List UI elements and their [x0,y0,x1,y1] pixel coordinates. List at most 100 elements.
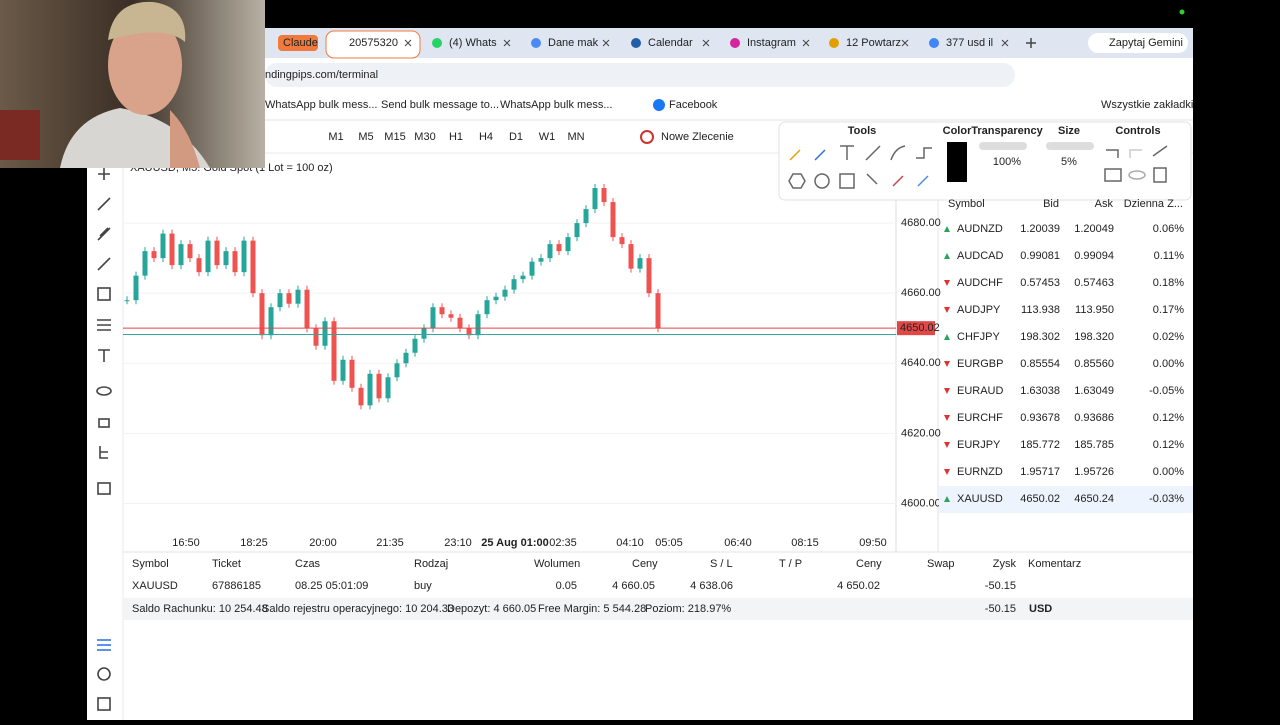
tool-icon[interactable] [97,227,111,241]
ask: 0.57463 [1074,277,1114,289]
trend-down [944,361,950,367]
active-tab[interactable] [325,30,421,59]
change: 0.00% [1153,466,1184,478]
drawing-panel: Tools Color Transparency Size Controls 100% 5% [778,121,1192,201]
tab-title[interactable]: Dane mak [548,37,599,49]
timeframe[interactable]: M1 [328,131,343,143]
tab-close[interactable] [802,39,810,47]
tool-icon[interactable] [865,145,881,161]
new-order[interactable]: Nowe Zlecenie [661,131,734,143]
tool-icon[interactable] [97,197,111,211]
x-tick-label: 25 Aug 01:00 [481,537,548,549]
tab-title[interactable]: Calendar [648,37,693,49]
tool-icon[interactable] [97,319,111,331]
tool-icon[interactable] [98,418,110,428]
control-icon[interactable] [1129,149,1142,158]
timeframe[interactable]: D1 [509,131,523,143]
symbol[interactable]: EURJPY [957,439,1001,451]
gemini-button[interactable] [1088,33,1188,53]
color-swatch[interactable] [947,142,967,182]
tool-icon[interactable] [789,149,801,161]
x-tick-label: 16:50 [172,537,200,549]
symbol[interactable]: AUDCAD [957,250,1004,262]
tool-icon[interactable] [96,386,112,396]
tool-icon[interactable] [99,446,108,459]
control-icon[interactable] [1153,167,1167,183]
tool-icon[interactable] [98,349,110,362]
symbol[interactable]: AUDCHF [957,277,1003,289]
tab-title[interactable]: 12 Powtarz [846,37,901,49]
tool-icon[interactable] [97,257,111,271]
tool-icon[interactable] [97,287,111,301]
timeframe[interactable]: H1 [449,131,463,143]
price-tag [897,321,935,336]
address-bar[interactable] [265,63,1015,87]
gemini-label[interactable]: Zapytaj Gemini [1109,37,1183,49]
tab-close[interactable] [702,39,710,47]
tool-icon[interactable] [892,175,904,187]
timeframe[interactable]: H4 [479,131,493,143]
timeframe[interactable]: M5 [358,131,373,143]
tab-close[interactable] [404,39,412,47]
new-tab[interactable] [1026,38,1036,48]
panel-heading: Controls [1115,125,1160,137]
url[interactable]: ndingpips.com/terminal [265,69,378,81]
tool-icon[interactable] [890,145,906,161]
timeframe[interactable]: M30 [414,131,435,143]
control-icon[interactable] [1104,168,1122,182]
summary-item: Saldo rejestru operacyjnego: 10 204.33 [262,603,454,615]
bookmark-folder[interactable]: Wszystkie zakładki [1101,99,1193,111]
candle-body [484,300,490,315]
symbol[interactable]: EURAUD [957,385,1004,397]
control-icon[interactable] [1152,145,1168,157]
selected-row [939,486,1193,513]
bookmark[interactable]: WhatsApp bulk mess... [500,99,613,111]
bookmark[interactable]: Facebook [669,99,718,111]
tool-icon[interactable] [866,173,878,185]
control-icon[interactable] [1128,170,1146,180]
candle-body [403,352,409,364]
control-icon[interactable] [1106,149,1119,158]
tool-icon[interactable] [839,173,855,189]
slider[interactable] [979,142,1027,150]
tab-close[interactable] [1001,39,1009,47]
tool-icon[interactable] [788,173,806,189]
tool-icon[interactable] [814,173,830,189]
symbol[interactable]: XAUUSD [957,493,1003,505]
tab-close[interactable] [901,39,909,47]
tab-title[interactable]: Claude [283,37,318,49]
tool-icon[interactable] [97,639,111,651]
tab-title[interactable]: Instagram [747,37,796,49]
candle-body [529,261,535,276]
tab-title[interactable]: 377 usd il [946,37,993,49]
tab-title[interactable]: (4) Whats [449,37,497,49]
timeframe[interactable]: MN [567,131,584,143]
timeframe[interactable]: M15 [384,131,405,143]
slider[interactable] [1046,142,1094,150]
candle-body [223,251,229,266]
tool-icon[interactable] [98,168,110,180]
tab-close[interactable] [602,39,610,47]
trend-up [944,226,950,232]
tool-icon[interactable] [916,147,932,159]
tool-icon[interactable] [97,667,111,681]
tab-title[interactable]: 20575320 [349,37,398,49]
symbol[interactable]: CHFJPY [957,331,1000,343]
tool-icon[interactable] [814,149,826,161]
tool-icon[interactable] [97,482,111,495]
tool-icon[interactable] [917,175,929,187]
summary-item: Saldo Rachunku: 10 254.48 [132,603,268,615]
tab-close[interactable] [503,39,511,47]
symbol[interactable]: EURCHF [957,412,1003,424]
timeframe[interactable]: W1 [539,131,556,143]
bookmark[interactable]: Send bulk message to... [381,99,499,111]
bookmark[interactable]: WhatsApp bulk mess... [265,99,378,111]
tool-icon[interactable] [840,145,854,160]
symbol[interactable]: AUDNZD [957,223,1003,235]
symbol[interactable]: EURGBP [957,358,1003,370]
candle-body [574,223,580,238]
candle-body [646,258,652,294]
symbol[interactable]: EURNZD [957,466,1003,478]
tool-icon[interactable] [97,697,111,711]
symbol[interactable]: AUDJPY [957,304,1001,316]
